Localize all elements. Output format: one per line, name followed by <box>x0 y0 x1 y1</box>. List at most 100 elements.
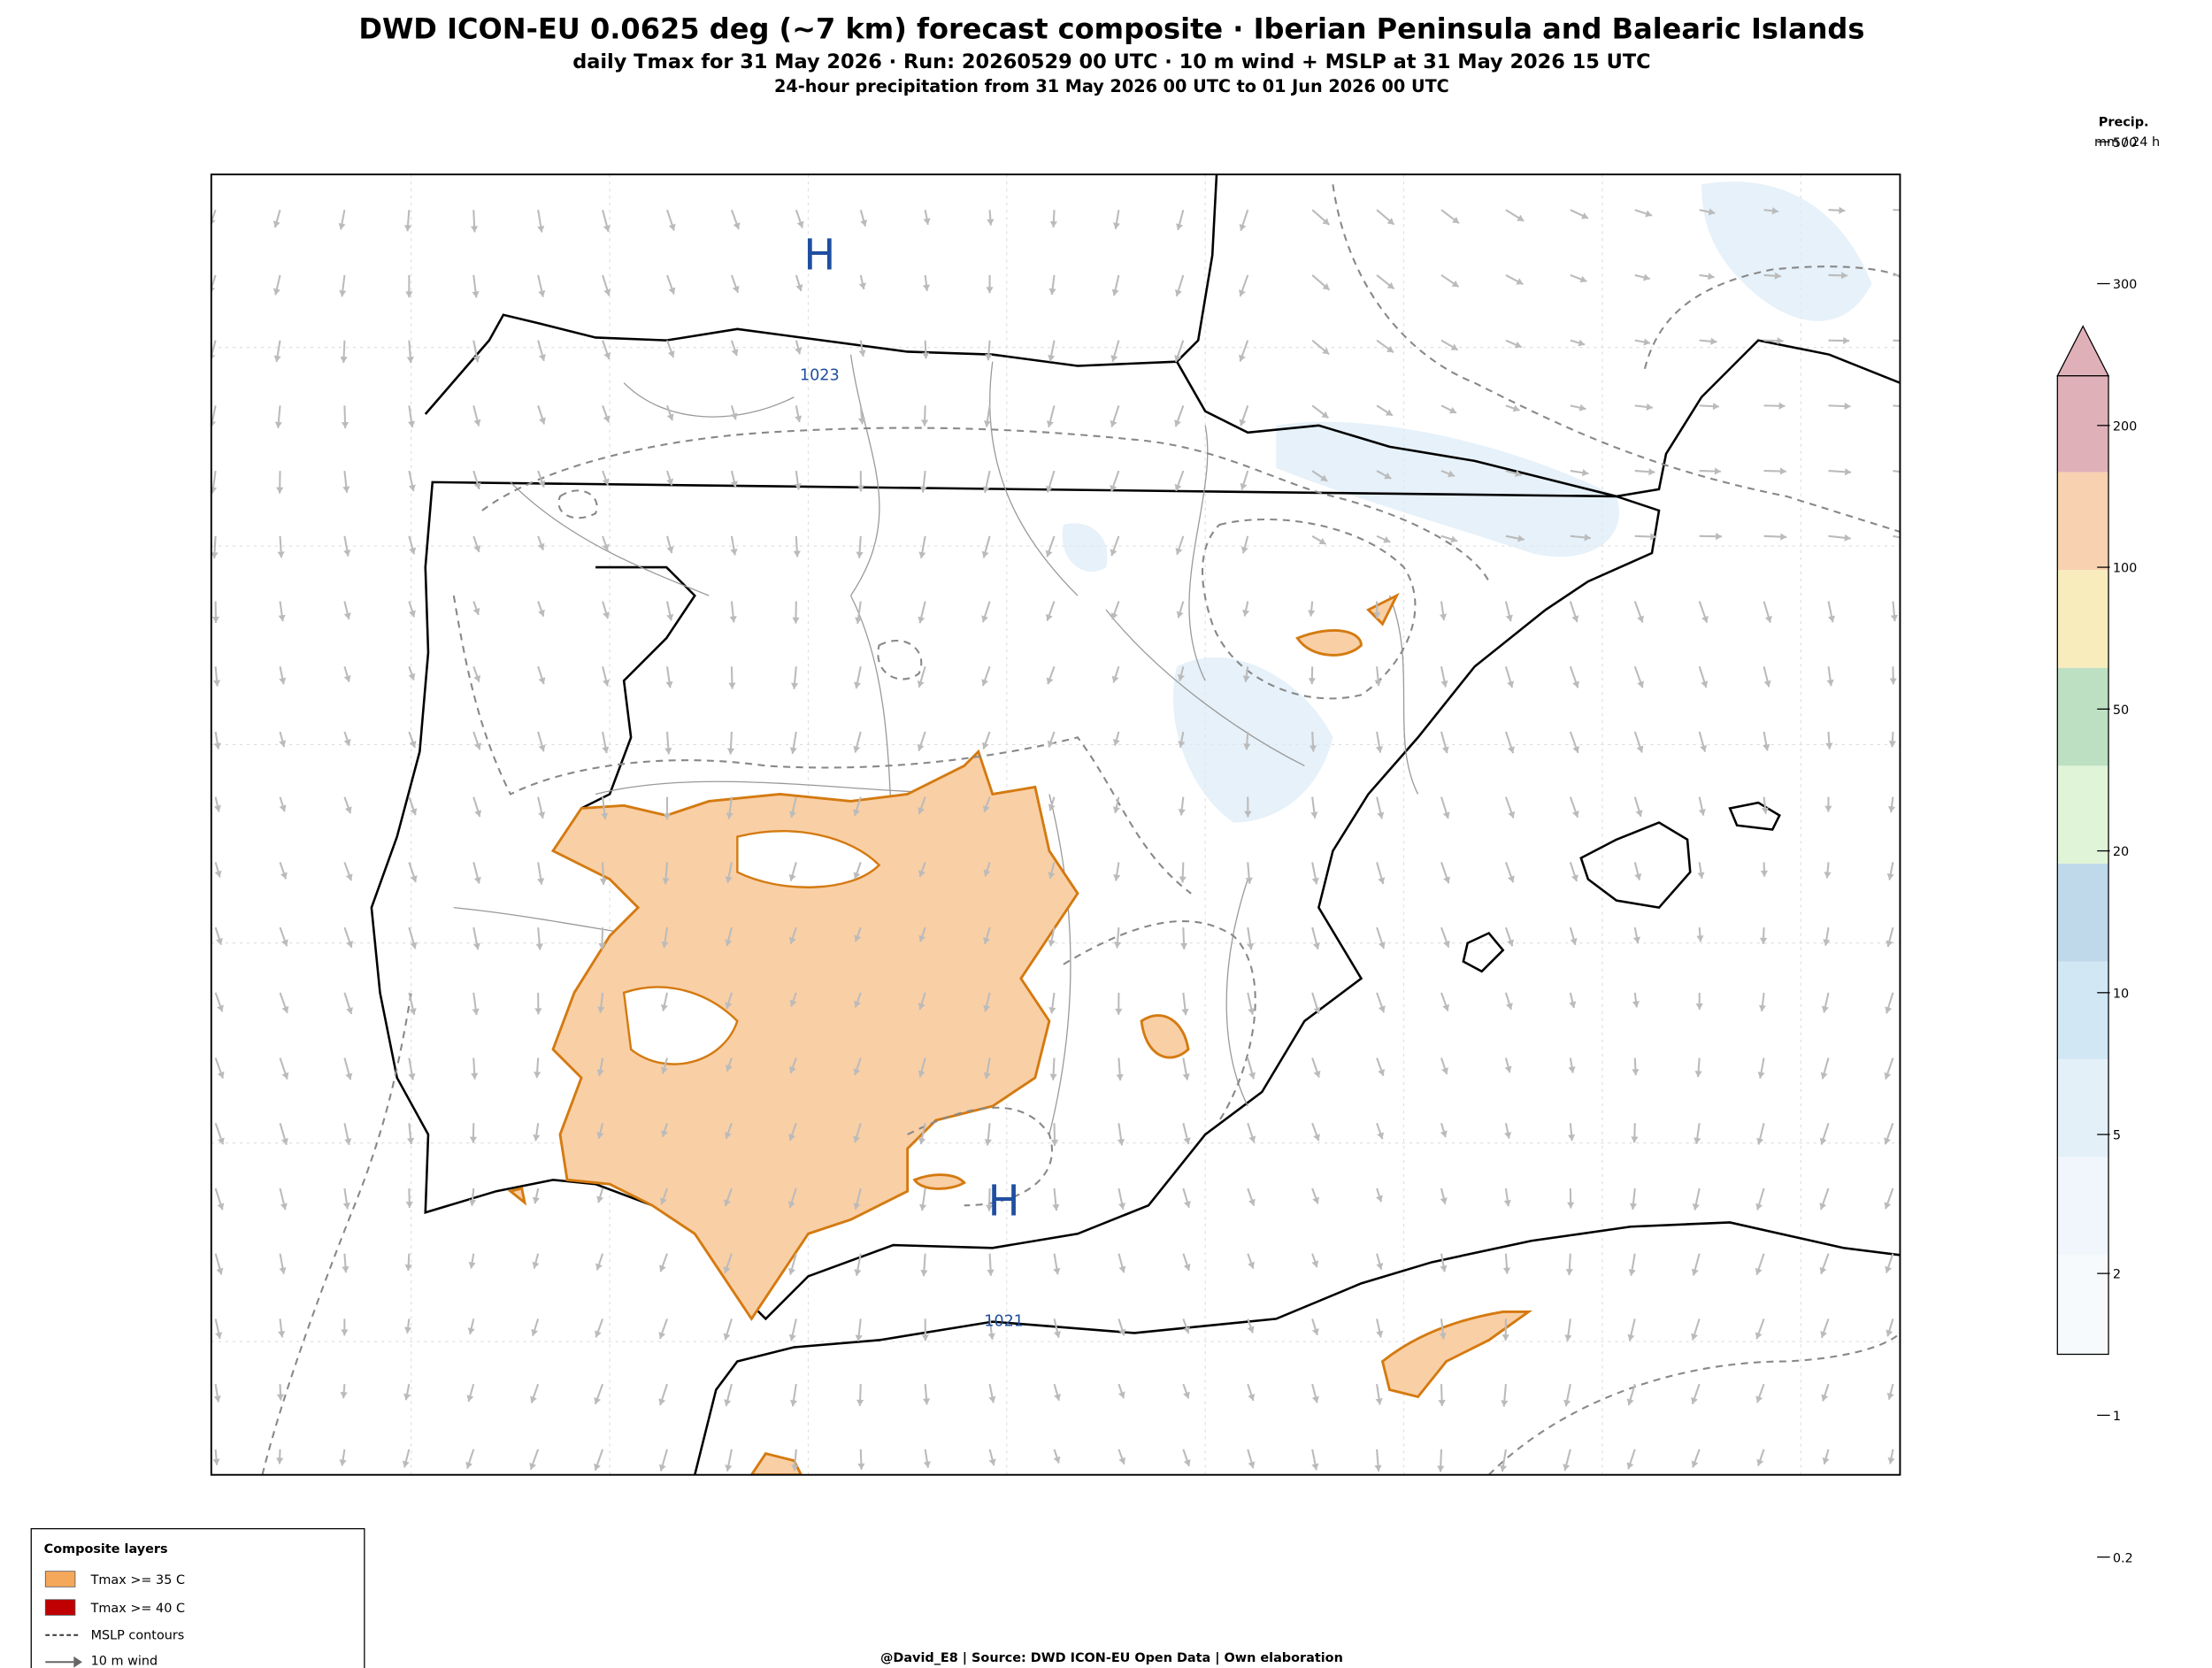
wind-arrow-head <box>1778 402 1786 410</box>
wind-arrow-head <box>665 680 673 688</box>
wind-arrow-head <box>1046 485 1053 493</box>
wind-arrow-head <box>603 352 611 359</box>
wind-arrow-head <box>788 811 796 819</box>
wind-arrow-head <box>1572 746 1580 753</box>
colorbar-tick-label: 500 <box>2113 136 2138 150</box>
wind-arrow-head <box>666 478 674 486</box>
wind-arrow-head <box>1312 1196 1320 1204</box>
wind-arrow-head <box>1906 206 1912 213</box>
wind-arrow-head <box>217 1004 224 1012</box>
wind-arrow-head <box>985 354 993 361</box>
wind-arrow-head <box>345 1072 353 1080</box>
wind-arrow-head <box>276 1394 285 1401</box>
wind-arrow-head <box>1501 1400 1509 1407</box>
wind-arrow-head <box>472 1008 480 1015</box>
wind-arrow-head <box>1826 679 1834 687</box>
wind-arrow-head <box>791 1464 799 1472</box>
wind-arrow-head <box>466 1395 474 1403</box>
wind-arrow-head <box>922 352 930 359</box>
wind-arrow-head <box>1759 937 1768 944</box>
wind-arrow-head <box>342 486 350 493</box>
wind-arrow-head <box>725 939 733 947</box>
legend-item: 10 m wind <box>91 1654 158 1668</box>
wind-arrow-head <box>538 811 546 819</box>
wind-arrow-head <box>662 878 670 885</box>
wind-arrow-head <box>596 1069 604 1077</box>
wind-arrow-head <box>1110 355 1118 362</box>
wind-arrow-head <box>602 543 610 551</box>
wind-arrow-head <box>1568 1066 1576 1073</box>
wind-arrow-head <box>1177 673 1185 681</box>
wind-arrow-head <box>1646 403 1653 411</box>
wind-arrow-head <box>858 282 866 289</box>
wind-arrow-head <box>730 549 738 556</box>
wind-arrow-head <box>602 679 610 687</box>
wind-arrow-head <box>538 609 545 617</box>
wind-arrow-head <box>278 1331 286 1338</box>
wind-arrow-head <box>724 1199 731 1207</box>
wind-arrow-head <box>1503 1199 1511 1207</box>
wind-arrow-head <box>538 354 546 361</box>
wind-arrow-head <box>596 1132 604 1139</box>
wind-arrow-head <box>1048 288 1056 296</box>
wind-arrow-head <box>1695 1003 1703 1010</box>
wind-arrow-head <box>469 1136 478 1143</box>
wind-arrow-head <box>594 1396 602 1404</box>
wind-arrow-head <box>1045 613 1053 621</box>
wind-arrow-head <box>531 1328 539 1336</box>
wind-arrow-head <box>1886 872 1894 880</box>
wind-arrow-head <box>1636 745 1644 753</box>
wind-arrow-head <box>594 1330 602 1338</box>
wind-arrow-head <box>724 1399 732 1406</box>
wind-arrow-head <box>1841 272 1847 280</box>
wind-arrow-head <box>472 355 480 363</box>
colorbar-tick-label: 20 <box>2113 845 2129 859</box>
wind-arrow-head <box>1697 872 1705 879</box>
wind-arrow-head <box>1383 536 1391 543</box>
wind-arrow-head <box>534 1008 542 1015</box>
wind-arrow-head <box>981 679 989 687</box>
wind-arrow-head <box>1437 1465 1445 1472</box>
wind-arrow-head <box>211 487 218 494</box>
wind-arrow-head <box>1714 467 1721 475</box>
wind-arrow-head <box>1112 222 1121 229</box>
wind-arrow-head <box>1884 1072 1892 1080</box>
wind-arrow-head <box>1448 470 1455 478</box>
wind-arrow-head <box>1183 1326 1190 1334</box>
wind-arrow-head <box>1888 741 1896 748</box>
wind-arrow-head <box>917 680 925 688</box>
wind-arrow-head <box>1113 942 1122 949</box>
wind-arrow-head <box>1111 675 1119 683</box>
wind-arrow-head <box>533 1134 541 1141</box>
wind-arrow-head <box>1820 1330 1828 1338</box>
wind-arrow-head <box>856 551 864 558</box>
wind-arrow-head <box>1626 1398 1634 1406</box>
wind-arrow-head <box>1440 1130 1448 1138</box>
wind-arrow-head <box>1046 420 1054 427</box>
wind-arrow-head <box>788 1134 796 1141</box>
wind-arrow-head <box>217 1137 225 1145</box>
wind-arrow-head <box>1322 283 1330 290</box>
wind-arrow-head <box>1571 810 1579 818</box>
wind-arrow-head <box>1632 936 1640 943</box>
wind-arrow-head <box>1045 550 1053 557</box>
wind-arrow-head <box>855 1334 863 1341</box>
colorbar-tick-label: 200 <box>2113 419 2138 434</box>
wind-arrow-head <box>211 287 216 292</box>
wind-arrow-head <box>1448 406 1456 414</box>
wind-arrow-head <box>1183 1391 1190 1399</box>
wind-arrow-head <box>723 1266 731 1274</box>
wind-arrow-head <box>725 1002 733 1010</box>
wind-arrow-head <box>1508 746 1515 754</box>
colorbar-title: Precip. <box>2099 116 2149 130</box>
wind-arrow-head <box>1569 1001 1577 1009</box>
wind-arrow-head <box>1708 273 1715 281</box>
wind-arrow-head <box>596 1195 604 1203</box>
wind-arrow-head <box>603 611 610 619</box>
wind-arrow-head <box>1311 1463 1319 1471</box>
wind-arrow-head <box>988 1458 996 1466</box>
wind-arrow-head <box>1760 870 1769 877</box>
wind-arrow-head <box>339 289 347 297</box>
wind-arrow-head <box>660 1066 668 1074</box>
wind-arrow-head <box>854 1269 862 1276</box>
